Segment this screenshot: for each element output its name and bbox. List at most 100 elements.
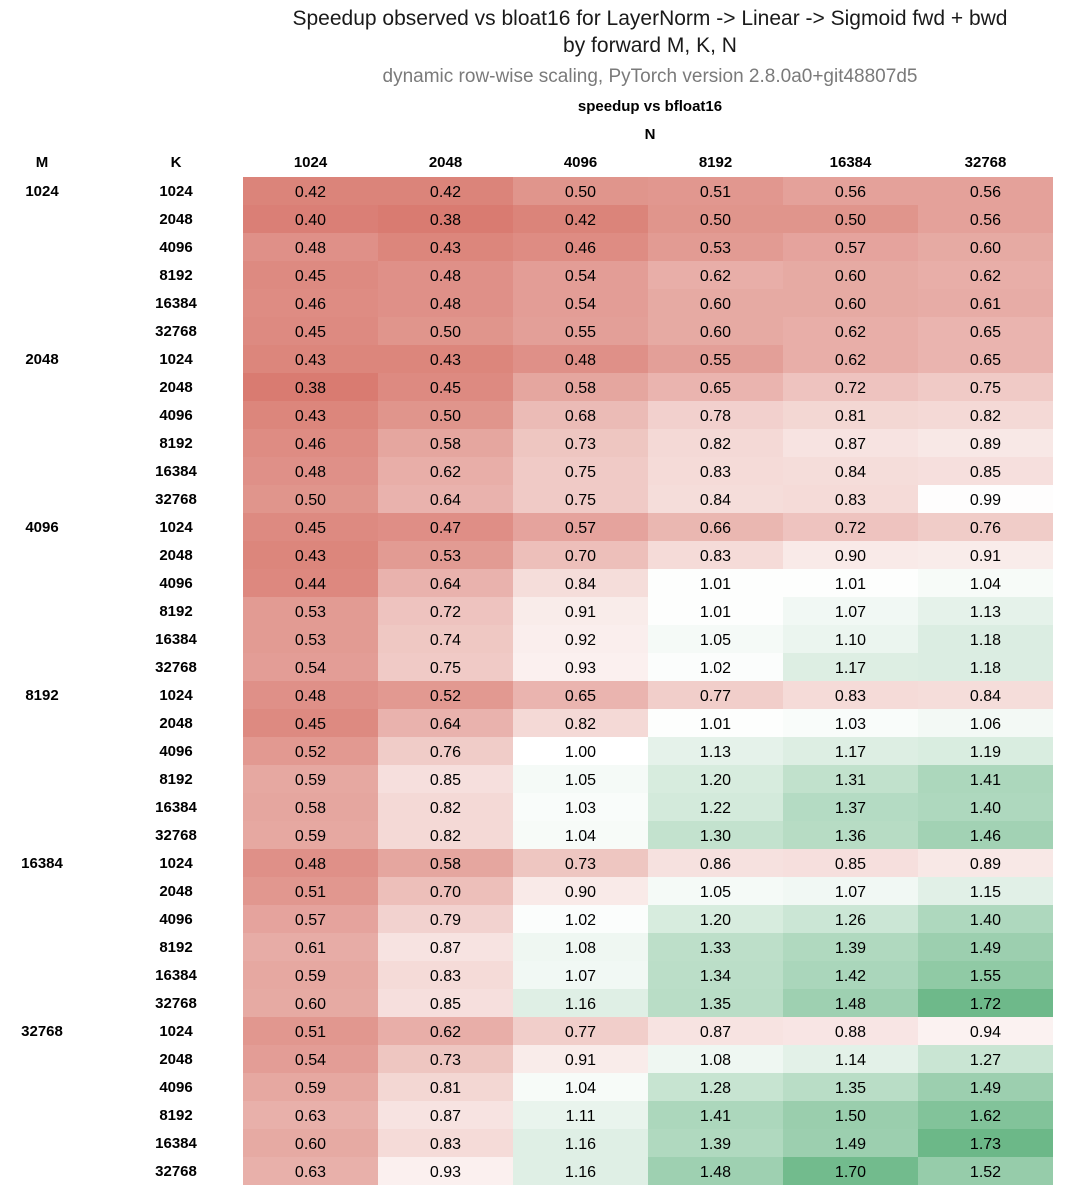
heatmap-cell	[243, 261, 378, 289]
cell-value-label: 0.45	[295, 324, 326, 341]
k-label: 4096	[159, 407, 192, 424]
cell-value-label: 1.01	[835, 576, 866, 593]
heatmap-cell	[648, 849, 783, 877]
heatmap-cell	[918, 681, 1053, 709]
cell-value-label: 0.73	[430, 1052, 461, 1069]
heatmap-cell	[513, 513, 648, 541]
heatmap-cell	[243, 961, 378, 989]
k-label: 2048	[159, 715, 192, 732]
heatmap-cell	[648, 289, 783, 317]
heatmap-cell	[378, 569, 513, 597]
heatmap-cell	[513, 233, 648, 261]
cell-value-label: 1.03	[565, 800, 596, 817]
heatmap-cell	[243, 317, 378, 345]
cell-value-label: 0.83	[430, 968, 461, 985]
heatmap-cell	[513, 905, 648, 933]
heatmap-cell	[783, 541, 918, 569]
cell-value-label: 1.08	[565, 940, 596, 957]
heatmap-cell	[783, 569, 918, 597]
heatmap-cell	[378, 1101, 513, 1129]
heatmap-cell	[378, 625, 513, 653]
heatmap-cell	[783, 261, 918, 289]
cell-value-label: 0.82	[700, 436, 731, 453]
heatmap-cell	[783, 345, 918, 373]
heatmap-cell	[243, 233, 378, 261]
heatmap-cell	[783, 709, 918, 737]
heatmap-cell	[378, 597, 513, 625]
heatmap-cell	[918, 373, 1053, 401]
cell-value-label: 0.63	[295, 1108, 326, 1125]
heatmap-cell	[648, 541, 783, 569]
cell-value-label: 0.43	[295, 548, 326, 565]
cell-value-label: 0.48	[295, 856, 326, 873]
cell-value-label: 1.35	[700, 996, 731, 1013]
heatmap-cell	[783, 961, 918, 989]
cell-value-label: 0.85	[430, 996, 461, 1013]
cell-value-label: 1.17	[835, 744, 866, 761]
heatmap-cell	[243, 1157, 378, 1185]
m-label: 16384	[21, 855, 63, 872]
cell-value-label: 0.56	[835, 184, 866, 201]
heatmap-cell	[783, 1073, 918, 1101]
heatmap-cell	[918, 541, 1053, 569]
cell-value-label: 0.75	[565, 492, 596, 509]
cell-value-label: 0.54	[565, 296, 596, 313]
cell-value-label: 0.85	[835, 856, 866, 873]
cell-value-label: 1.16	[565, 1164, 596, 1181]
cell-value-label: 1.55	[970, 968, 1001, 985]
heatmap-cell	[648, 1045, 783, 1073]
cell-value-label: 0.62	[700, 268, 731, 285]
cell-value-label: 0.57	[295, 912, 326, 929]
heatmap-cell	[918, 877, 1053, 905]
heatmap-cell	[513, 373, 648, 401]
heatmap-cell	[648, 429, 783, 457]
heatmap-cell	[918, 653, 1053, 681]
cell-value-label: 0.99	[970, 492, 1001, 509]
k-label: 1024	[159, 183, 193, 200]
heatmap-cell	[783, 933, 918, 961]
cell-value-label: 0.43	[430, 352, 461, 369]
heatmap-cell	[243, 485, 378, 513]
heatmap-cell	[918, 205, 1053, 233]
cell-value-label: 1.13	[700, 744, 731, 761]
cell-value-label: 1.31	[835, 772, 866, 789]
heatmap-cell	[783, 513, 918, 541]
cell-value-label: 1.48	[835, 996, 866, 1013]
cell-value-label: 1.00	[565, 744, 596, 761]
cell-value-label: 1.11	[566, 1108, 596, 1125]
k-label: 8192	[159, 771, 192, 788]
k-label: 8192	[159, 1107, 192, 1124]
cell-value-label: 0.48	[295, 688, 326, 705]
heatmap-cell	[513, 569, 648, 597]
cell-value-label: 0.45	[295, 520, 326, 537]
cell-value-label: 0.53	[295, 604, 326, 621]
m-label: 2048	[25, 351, 58, 368]
cell-value-label: 0.40	[295, 212, 326, 229]
heatmap-cell	[648, 625, 783, 653]
cell-value-label: 0.91	[970, 548, 1001, 565]
heatmap-cell	[648, 905, 783, 933]
cell-value-label: 0.46	[295, 436, 326, 453]
cell-value-label: 0.77	[565, 1024, 596, 1041]
heatmap-cell	[513, 1073, 648, 1101]
cell-value-label: 0.50	[700, 212, 731, 229]
heatmap-cell	[648, 373, 783, 401]
heatmap-cell	[918, 905, 1053, 933]
cell-value-label: 1.39	[700, 1136, 731, 1153]
cell-value-label: 0.83	[430, 1136, 461, 1153]
heatmap-cell	[243, 513, 378, 541]
heatmap-cell	[648, 457, 783, 485]
cell-value-label: 0.94	[970, 1024, 1001, 1041]
k-label: 2048	[159, 379, 192, 396]
cell-value-label: 0.42	[430, 184, 461, 201]
cell-value-label: 0.50	[430, 408, 461, 425]
heatmap-cell	[513, 849, 648, 877]
k-label: 8192	[159, 603, 192, 620]
heatmap-cell	[783, 821, 918, 849]
heatmap-cell	[378, 905, 513, 933]
heatmap-cell	[783, 1157, 918, 1185]
n-header-4096: 4096	[563, 154, 598, 171]
cell-value-label: 0.56	[970, 212, 1001, 229]
cell-value-label: 1.07	[835, 604, 866, 621]
heatmap-cell	[243, 1045, 378, 1073]
